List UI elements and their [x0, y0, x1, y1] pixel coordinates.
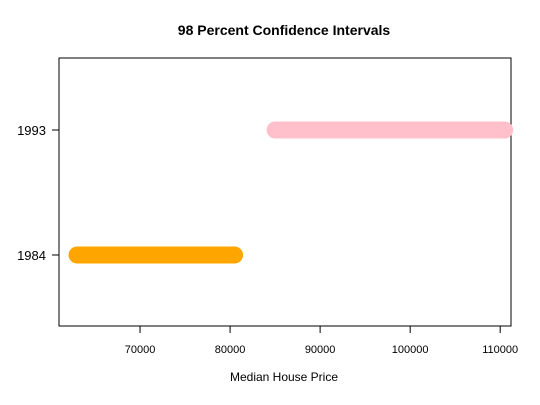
y-tick-label-1984: 1984 [17, 248, 46, 263]
x-tick-label: 100000 [392, 344, 429, 356]
x-axis-title: Median House Price [230, 370, 338, 384]
x-tick-label: 90000 [305, 344, 336, 356]
x-tick-label: 70000 [125, 344, 156, 356]
chart-title: 98 Percent Confidence Intervals [178, 22, 391, 38]
x-tick-label: 80000 [215, 344, 246, 356]
y-tick-label-1993: 1993 [17, 123, 46, 138]
x-tick-label: 110000 [482, 344, 518, 356]
x-axis: 70000 80000 90000 100000 110000 [125, 326, 518, 356]
interval-bars [68, 121, 514, 264]
y-axis: 1984 1993 [17, 123, 59, 263]
plot-frame [58, 57, 512, 327]
